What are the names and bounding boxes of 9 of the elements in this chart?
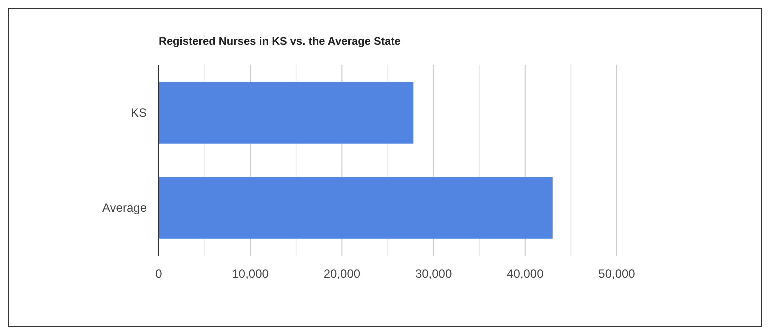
y-tick-label: KS — [130, 106, 147, 120]
chart-title: Registered Nurses in KS vs. the Average State — [159, 36, 401, 48]
x-tick-label: 40,000 — [507, 267, 544, 281]
x-tick-label: 0 — [156, 267, 163, 281]
x-tick-label: 50,000 — [598, 267, 636, 281]
x-tick-label: 10,000 — [232, 267, 270, 281]
y-tick-label: Average — [102, 201, 148, 216]
x-tick-label: 30,000 — [415, 267, 452, 281]
x-tick-label: 20,000 — [324, 267, 361, 281]
